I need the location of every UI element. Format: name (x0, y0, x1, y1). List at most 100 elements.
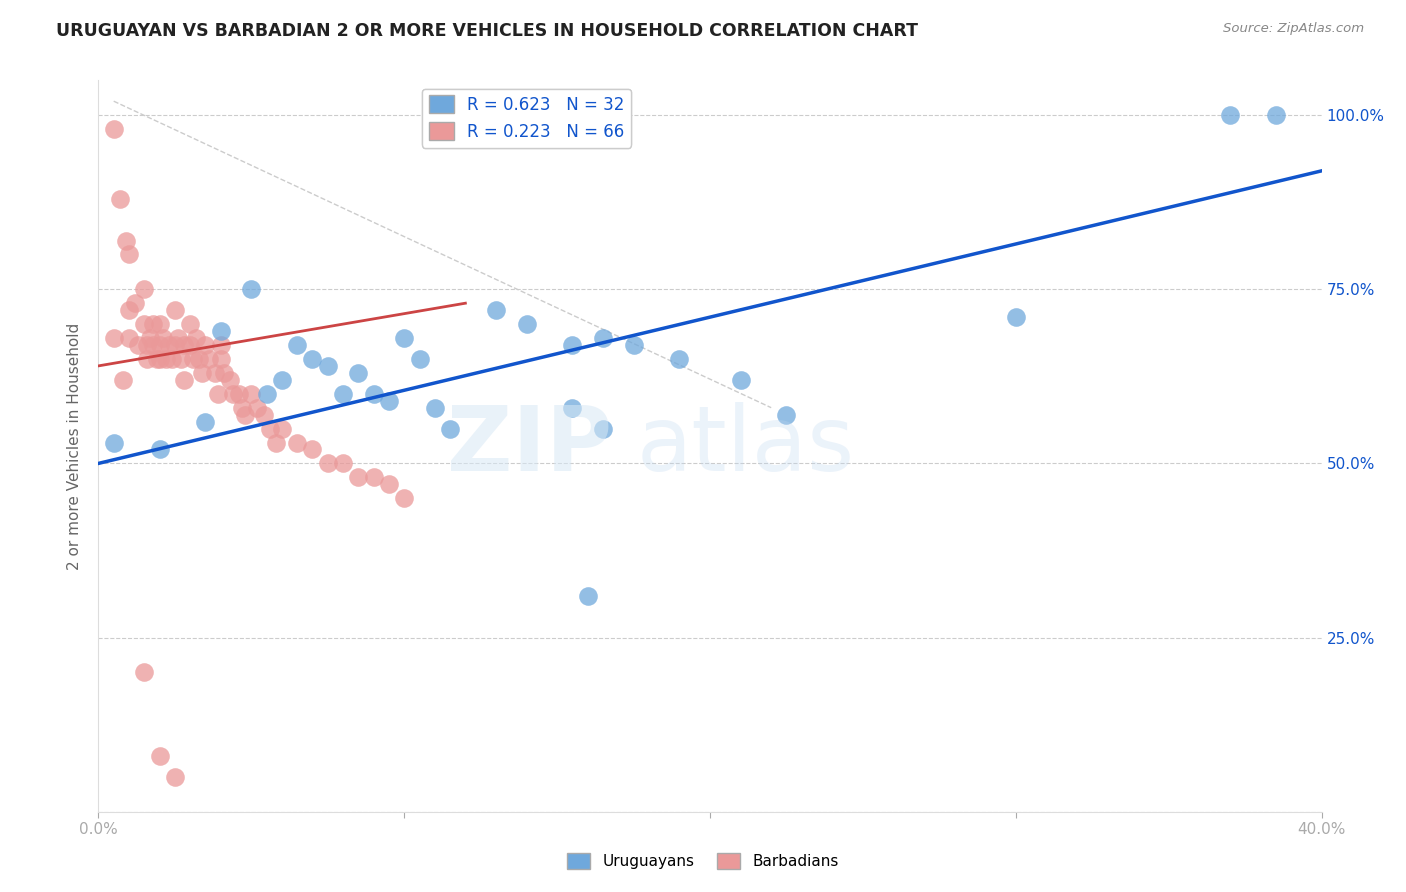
Y-axis label: 2 or more Vehicles in Household: 2 or more Vehicles in Household (67, 322, 83, 570)
Point (316, 359, 339, 373)
Point (188, 351, 211, 366)
Point (623, 338, 645, 352)
Point (163, 338, 186, 352)
Point (134, 282, 156, 296)
Point (204, 366, 226, 380)
Point (142, 317, 165, 331)
Point (301, 351, 323, 366)
Point (136, 338, 159, 352)
Point (191, 366, 214, 380)
Point (163, 770, 186, 784)
Point (194, 415, 217, 429)
Point (363, 470, 385, 484)
Point (108, 192, 131, 206)
Point (103, 122, 125, 136)
Point (170, 351, 193, 366)
Point (228, 386, 250, 401)
Legend: R = 0.623   N = 32, R = 0.223   N = 66: R = 0.623 N = 32, R = 0.223 N = 66 (422, 88, 631, 147)
Point (730, 373, 752, 387)
Point (285, 435, 308, 450)
Point (561, 338, 583, 352)
Point (179, 317, 201, 331)
Point (134, 665, 156, 680)
Point (252, 408, 274, 422)
Point (145, 351, 167, 366)
Point (134, 317, 156, 331)
Point (167, 331, 190, 345)
Point (149, 442, 172, 457)
Point (209, 351, 232, 366)
Point (209, 338, 232, 352)
Point (485, 303, 508, 318)
Point (136, 351, 159, 366)
Point (378, 393, 401, 408)
Point (111, 373, 134, 387)
Point (139, 331, 162, 345)
Point (668, 351, 690, 366)
Point (592, 331, 614, 345)
Point (186, 331, 208, 345)
Point (775, 408, 797, 422)
Point (103, 331, 125, 345)
Point (142, 338, 165, 352)
Point (347, 366, 370, 380)
Point (246, 401, 269, 415)
Point (316, 457, 339, 471)
Point (163, 303, 186, 318)
Point (115, 234, 138, 248)
Text: Source: ZipAtlas.com: Source: ZipAtlas.com (1223, 22, 1364, 36)
Point (363, 386, 385, 401)
Point (124, 296, 146, 310)
Point (240, 386, 263, 401)
Point (256, 386, 278, 401)
Point (516, 317, 538, 331)
Point (118, 331, 141, 345)
Point (118, 247, 141, 261)
Point (392, 331, 416, 345)
Point (576, 589, 599, 603)
Point (152, 331, 174, 345)
Point (332, 386, 354, 401)
Point (1264, 108, 1286, 122)
Point (259, 421, 281, 435)
Point (149, 338, 172, 352)
Point (264, 435, 287, 450)
Point (1004, 310, 1026, 325)
Point (194, 338, 217, 352)
Point (149, 749, 172, 764)
Point (181, 351, 204, 366)
Point (301, 442, 323, 457)
Point (207, 386, 229, 401)
Point (233, 408, 256, 422)
Text: atlas: atlas (637, 402, 855, 490)
Point (173, 338, 195, 352)
Point (392, 491, 416, 506)
Point (222, 386, 245, 401)
Text: ZIP: ZIP (447, 402, 612, 490)
Point (149, 351, 172, 366)
Point (270, 373, 292, 387)
Point (160, 351, 183, 366)
Point (209, 324, 232, 338)
Point (219, 373, 242, 387)
Point (173, 373, 195, 387)
Point (439, 421, 461, 435)
Point (231, 401, 253, 415)
Point (149, 317, 172, 331)
Point (285, 338, 308, 352)
Point (197, 351, 219, 366)
Point (127, 338, 149, 352)
Point (561, 401, 583, 415)
Point (240, 282, 263, 296)
Point (378, 477, 401, 491)
Point (212, 366, 235, 380)
Point (332, 457, 354, 471)
Point (179, 338, 201, 352)
Point (423, 401, 446, 415)
Text: URUGUAYAN VS BARBADIAN 2 OR MORE VEHICLES IN HOUSEHOLD CORRELATION CHART: URUGUAYAN VS BARBADIAN 2 OR MORE VEHICLE… (56, 22, 918, 40)
Legend: Uruguayans, Barbadians: Uruguayans, Barbadians (561, 847, 845, 875)
Point (157, 338, 180, 352)
Point (118, 303, 141, 318)
Point (103, 435, 125, 450)
Point (155, 351, 177, 366)
